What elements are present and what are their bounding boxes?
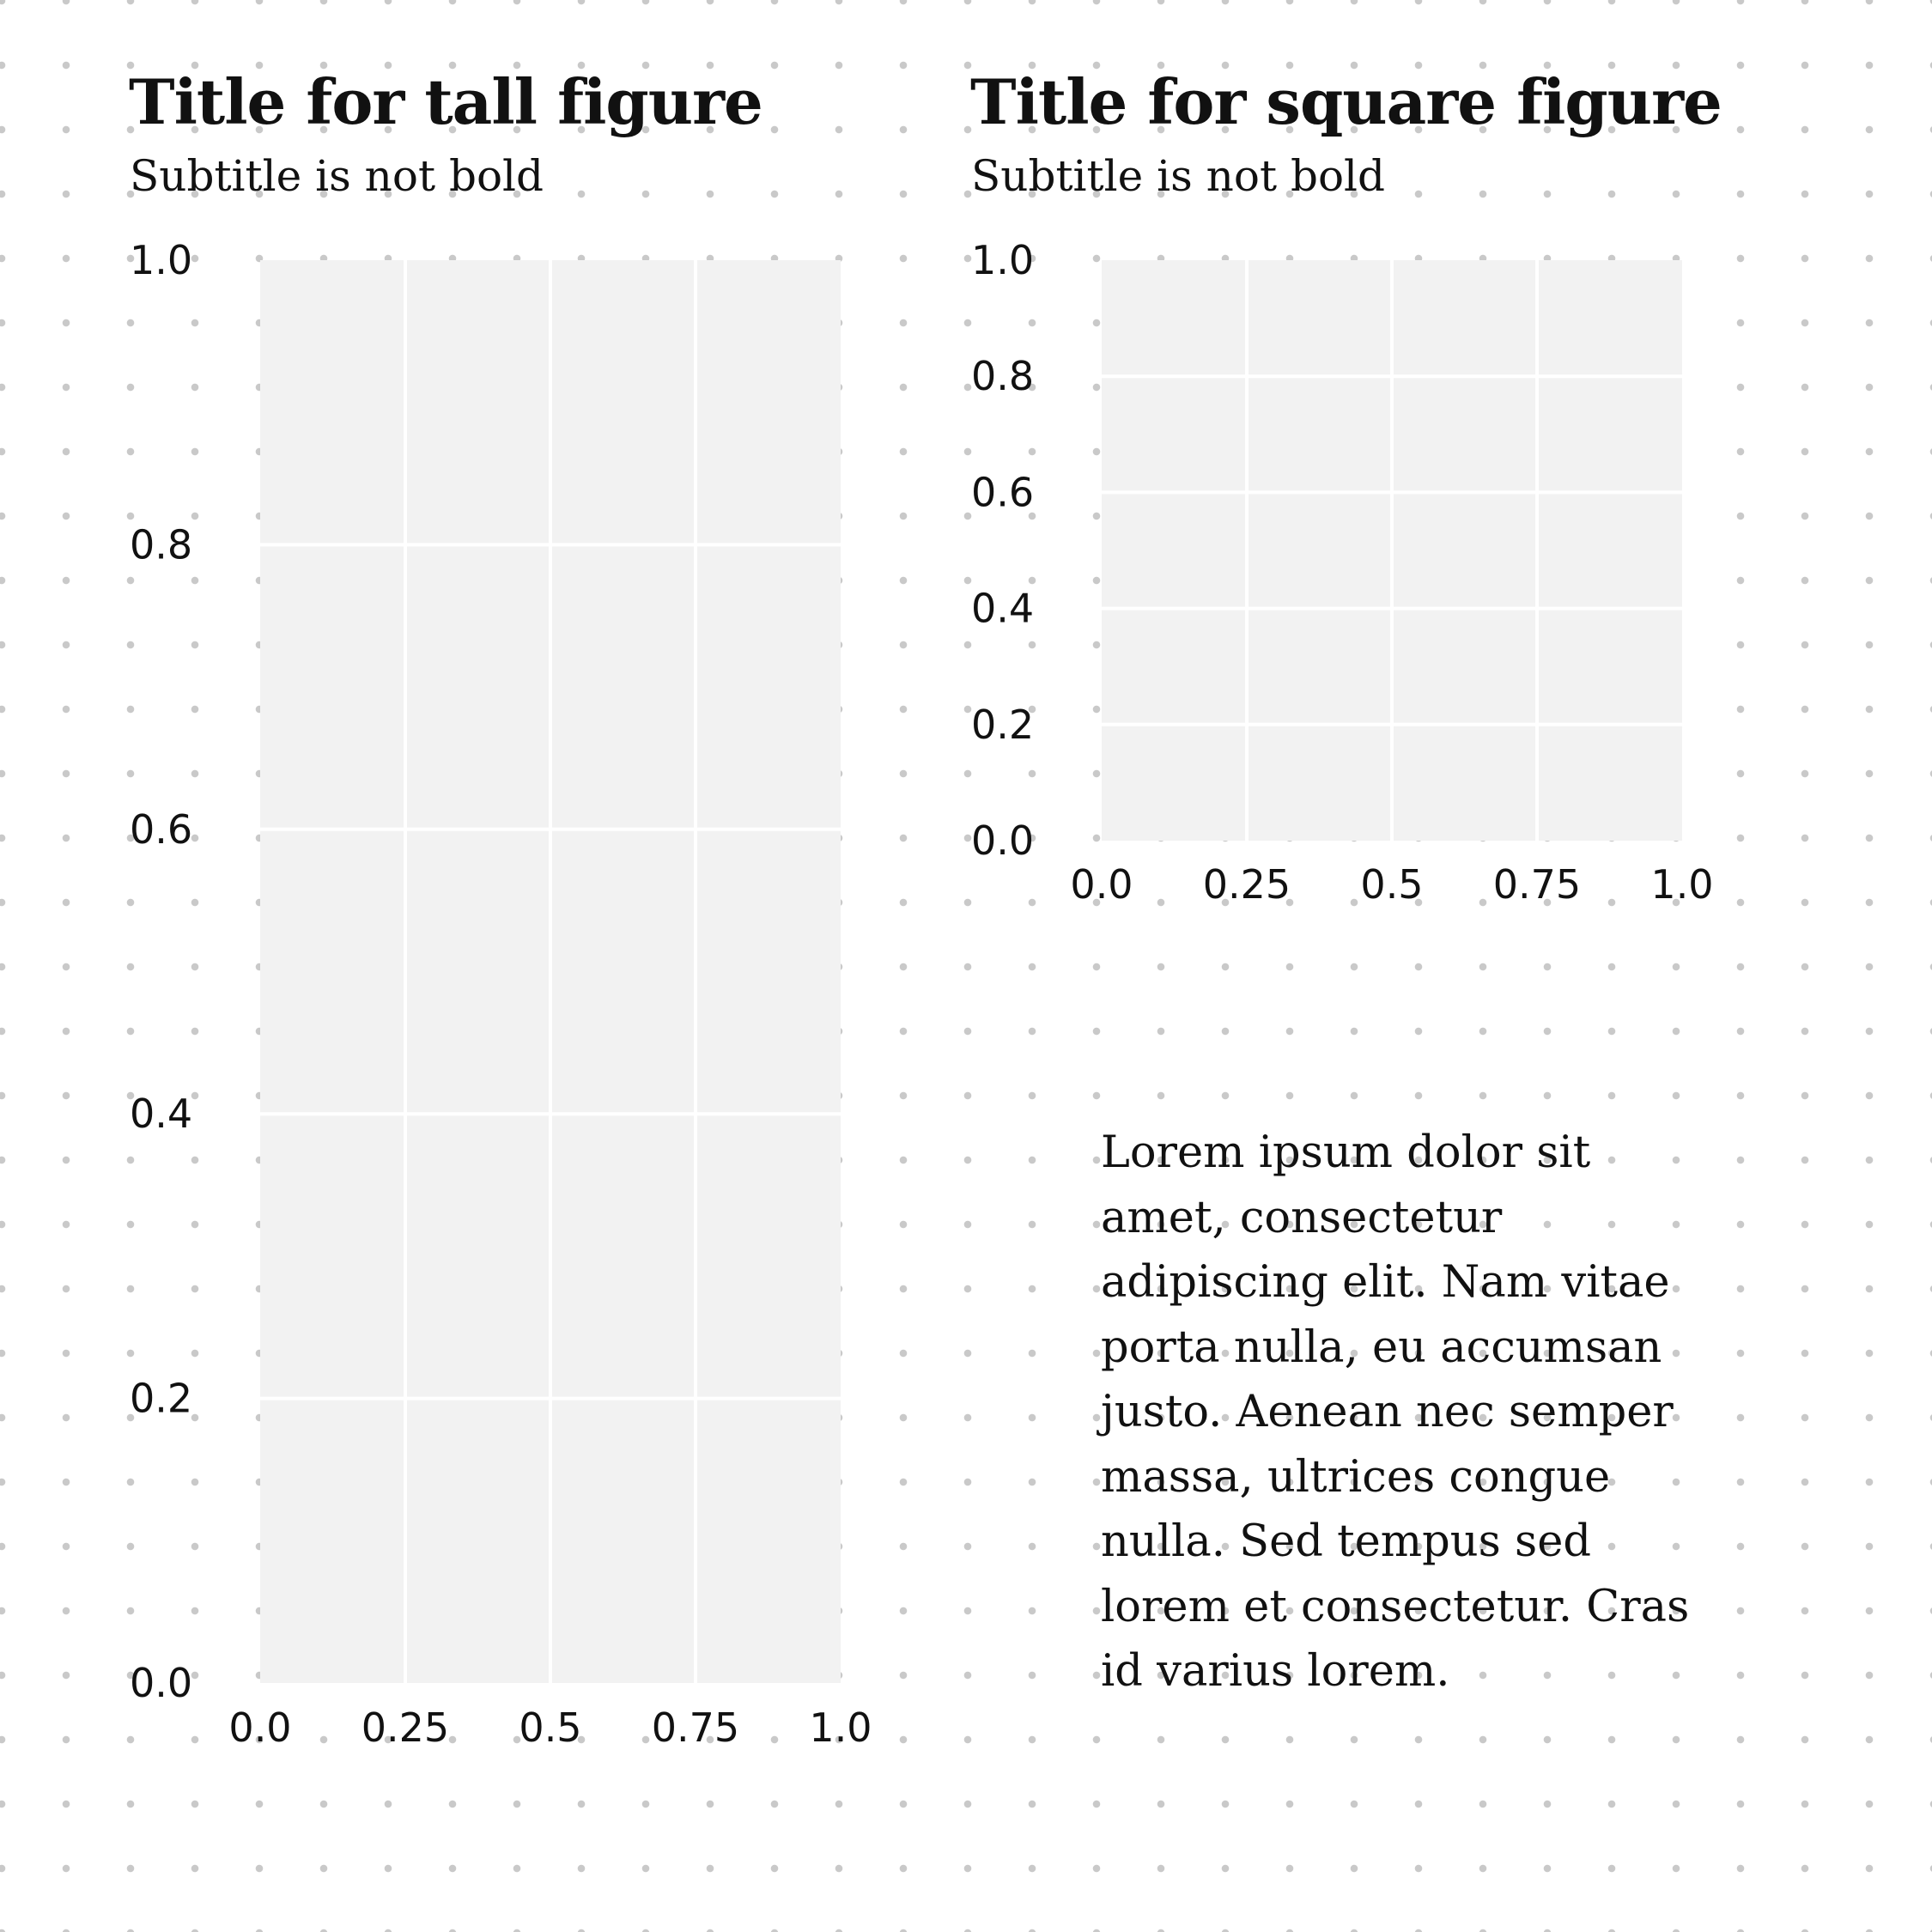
y-tick-label: 0.0 (130, 1660, 192, 1706)
x-tick-label: 1.0 (1650, 861, 1713, 908)
y-tick-label: 0.0 (971, 817, 1034, 864)
x-tick-label: 0.5 (519, 1704, 581, 1751)
x-tick-label: 0.5 (1360, 861, 1423, 908)
x-tick-label: 0.0 (1070, 861, 1133, 908)
y-tick-label: 0.4 (130, 1091, 192, 1137)
x-tick-label: 0.75 (1493, 861, 1581, 908)
y-tick-label: 1.0 (130, 237, 192, 283)
tall-figure-subtitle: Subtitle is not bold (130, 151, 544, 201)
y-tick-label: 1.0 (971, 237, 1034, 283)
y-tick-label: 0.2 (971, 702, 1034, 748)
square-figure-subtitle: Subtitle is not bold (971, 151, 1386, 201)
tall-figure-title: Title for tall figure (129, 65, 763, 138)
x-tick-label: 1.0 (809, 1704, 872, 1751)
y-tick-label: 0.2 (130, 1376, 192, 1422)
y-tick-label: 0.6 (971, 469, 1034, 515)
y-tick-label: 0.8 (971, 353, 1034, 399)
x-tick-label: 0.25 (1203, 861, 1291, 908)
x-tick-label: 0.25 (361, 1704, 449, 1751)
y-tick-label: 0.4 (971, 586, 1034, 632)
square-figure-title: Title for square figure (970, 65, 1722, 138)
y-tick-label: 0.8 (130, 521, 192, 568)
x-tick-label: 0.0 (228, 1704, 291, 1751)
lorem-paragraph: Lorem ipsum dolor sit amet, consectetur … (1101, 1127, 1690, 1697)
x-tick-label: 0.75 (652, 1704, 739, 1751)
y-tick-label: 0.6 (130, 806, 192, 853)
